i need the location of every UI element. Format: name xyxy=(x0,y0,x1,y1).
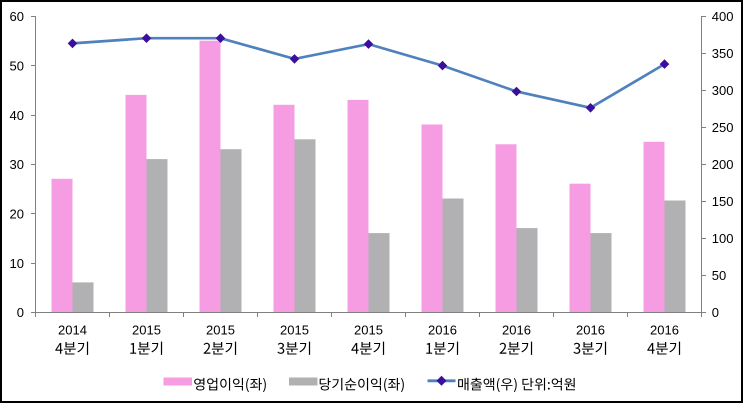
svg-text:40: 40 xyxy=(10,108,24,123)
svg-text:2016: 2016 xyxy=(576,322,605,337)
svg-text:2015: 2015 xyxy=(354,322,383,337)
svg-text:0: 0 xyxy=(712,305,719,320)
svg-text:2016: 2016 xyxy=(502,322,531,337)
svg-text:50: 50 xyxy=(10,59,24,74)
svg-text:300: 300 xyxy=(712,83,734,98)
svg-text:250: 250 xyxy=(712,120,734,135)
svg-text:50: 50 xyxy=(712,268,726,283)
svg-text:150: 150 xyxy=(712,194,734,209)
svg-text:20: 20 xyxy=(10,207,24,222)
svg-text:2015: 2015 xyxy=(280,322,309,337)
svg-text:400: 400 xyxy=(712,9,734,24)
svg-text:30: 30 xyxy=(10,157,24,172)
svg-text:2014: 2014 xyxy=(58,322,87,337)
svg-text:100: 100 xyxy=(712,231,734,246)
svg-text:350: 350 xyxy=(712,46,734,61)
svg-text:0: 0 xyxy=(17,305,24,320)
svg-text:200: 200 xyxy=(712,157,734,172)
svg-text:60: 60 xyxy=(10,9,24,24)
svg-text:2015: 2015 xyxy=(206,322,235,337)
svg-text:10: 10 xyxy=(10,256,24,271)
svg-text:2016: 2016 xyxy=(650,322,679,337)
svg-text:2016: 2016 xyxy=(428,322,457,337)
svg-text:2015: 2015 xyxy=(132,322,161,337)
